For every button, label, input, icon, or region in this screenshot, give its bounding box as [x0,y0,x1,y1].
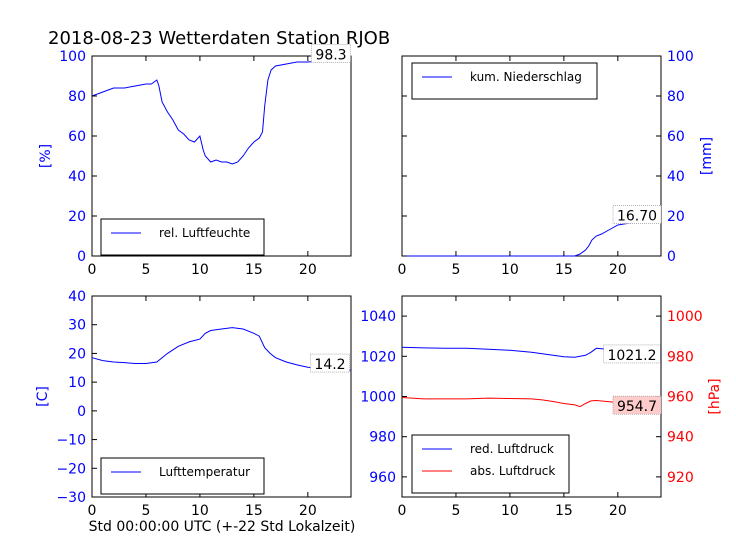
temperature-annotation: 14.2 [314,357,345,373]
y-axis-label: [hPa] [707,378,723,414]
y-tick-label: 920 [667,470,694,486]
x-tick-label: 0 [88,503,97,519]
plot-frame [91,55,352,257]
x-tick-label: 20 [609,503,627,519]
figure-title: 2018-08-23 Wetterdaten Station RJOB [48,28,390,49]
y-tick-label: 1000 [667,309,703,325]
y-tick-label: 40 [68,169,86,185]
y-axis-label: [C] [35,386,51,407]
pressure-panel: 0 5 10 15 20 960 980 1000 1020 1040 920 940 960 980 10… [360,295,723,519]
legend-entry: red. Luftdruck [470,442,554,456]
y-tick-label: 1040 [360,309,396,325]
x-tick-label: 5 [141,262,150,278]
reduced-pressure-annotation: 1021.2 [608,348,657,364]
y-tick-label: 0 [77,249,86,265]
y-tick-label: 60 [68,129,86,145]
x-tick-label: 5 [451,503,460,519]
y-tick-label: 980 [369,430,396,446]
y-tick-label: −30 [56,490,86,506]
y-tick-label: −10 [56,433,86,449]
x-tick-label: 10 [501,262,519,278]
y-tick-label: 0 [77,404,86,420]
y-tick-label: 0 [667,249,676,265]
legend-entry: kum. Niederschlag [470,70,582,84]
x-tick-label: 10 [191,503,209,519]
x-tick-label: 5 [141,503,150,519]
annotation-box [612,395,662,415]
humidity-annotation: 98.3 [315,47,346,63]
y-tick-label: 1000 [360,390,396,406]
legend-box [100,218,265,256]
y-tick-label: 40 [68,289,86,305]
legend-box [100,457,265,495]
x-tick-label: 0 [398,262,407,278]
precipitation-annotation: 16.70 [617,209,657,225]
legend-entry: Lufttemperatur [159,465,250,479]
y-tick-label: 960 [369,470,396,486]
y-tick-label: 960 [667,390,694,406]
legend-entry: rel. Luftfeuchte [159,226,250,240]
x-tick-label: 10 [191,262,209,278]
x-tick-label: 10 [501,503,519,519]
y-tick-label: 980 [667,349,694,365]
temperature-panel: 0 5 10 15 20 −30 −20 −10 0 10 20 30 40 [C] Lufttempera… [35,289,352,519]
absolute-pressure-annotation: 954.7 [617,399,657,415]
y-tick-label: 100 [59,49,86,65]
legend-entry: abs. Luftdruck [470,464,555,478]
y-tick-label: 30 [68,318,86,334]
y-axis-label: [mm] [699,137,715,175]
annotation-box [603,344,661,364]
y-axis-label: [%] [38,144,54,168]
y-tick-label: 80 [667,89,685,105]
precipitation-panel: 0 5 10 15 20 0 20 40 60 80 100 [mm] kum. Niederschla… [398,49,715,278]
legend-box [411,62,598,100]
y-tick-label: 100 [667,49,694,65]
y-tick-label: 1020 [360,349,396,365]
y-tick-label: 940 [667,430,694,446]
annotation-box [311,44,351,63]
y-tick-label: 10 [68,375,86,391]
x-tick-label: 15 [555,503,573,519]
x-tick-label: 15 [245,503,263,519]
y-tick-label: 20 [68,346,86,362]
annotation-box [310,353,350,373]
humidity-panel: 0 5 10 15 20 0 20 40 60 80 100 [%] rel. Luftfeuchte 9… [38,44,352,278]
humidity-line [91,58,351,165]
x-tick-label: 20 [299,262,317,278]
y-tick-label: 80 [68,89,86,105]
y-tick-label: 60 [667,129,685,145]
x-axis-label: Std 00:00:00 UTC (+-22 Std Lokalzeit) [89,519,356,535]
x-tick-label: 0 [88,262,97,278]
y-tick-label: 40 [667,169,685,185]
annotation-box [612,205,662,224]
temperature-line [91,327,352,371]
x-tick-label: 20 [299,503,317,519]
x-tick-label: 20 [609,262,627,278]
y-tick-label: −20 [56,461,86,477]
precipitation-line [402,222,661,257]
plot-frame [91,295,352,498]
y-tick-label: 20 [667,209,685,225]
legend-box [411,434,570,494]
x-tick-label: 0 [398,503,407,519]
absolute-pressure-line [401,397,662,408]
x-tick-label: 15 [245,262,263,278]
x-tick-label: 15 [555,262,573,278]
y-tick-label: 20 [68,209,86,225]
x-tick-label: 5 [451,262,460,278]
